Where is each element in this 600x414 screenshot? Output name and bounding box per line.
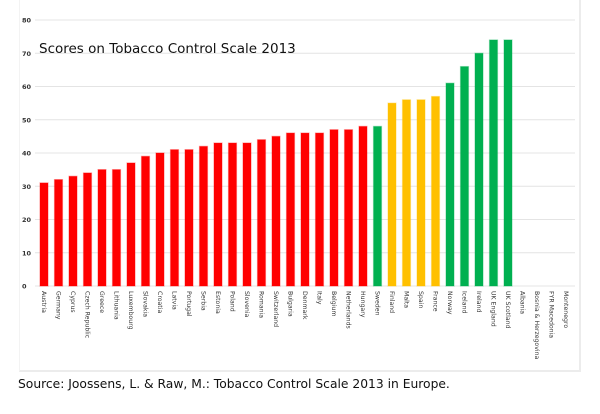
bar-portugal [184,149,194,287]
bar-netherlands [343,129,354,287]
bar-norway [445,82,455,287]
y-tick-label: 80 [22,17,32,25]
bar-uk-scotland [503,39,513,287]
bar-estonia [213,142,223,287]
bar-malta [401,99,412,287]
bar-ireland [474,52,484,287]
y-tick-label: 60 [22,83,32,91]
bar-croatia [155,152,165,287]
x-tick-label: Finland [388,291,395,313]
x-tick-label: Bulgaria [287,291,294,317]
x-tick-label: Austria [40,291,47,313]
x-tick-label: Albania [519,291,526,314]
x-tick-label: Spain [417,291,424,308]
bar-greece [97,169,107,287]
x-tick-label: Estonia [214,291,221,314]
bar-denmark [300,132,310,287]
bar-lithuania [111,169,122,287]
x-tick-label: Greece [98,291,105,313]
x-tick-label: Sweden [374,291,381,316]
bar-iceland [459,65,470,287]
bar-switzerland [271,135,281,287]
x-tick-label: Italy [316,291,323,305]
x-tick-label: Cyprus [69,291,76,313]
x-tick-label: Bosnia & Herzegovina [533,291,540,360]
y-tick-label: 10 [22,249,32,257]
bar-sweden [372,125,383,287]
x-tick-label: France [432,291,439,312]
x-axis-ticks: Austria Germany Cyprus Czech Republic Greece… [40,291,569,360]
bar-serbia [198,145,209,287]
x-tick-label: Germany [55,291,62,320]
x-tick-label: Netherlands [345,291,352,329]
x-tick-label: Croatia [156,291,163,313]
bar-latvia [169,149,180,287]
x-tick-label: Lithuania [113,291,120,320]
x-tick-label: UK Scotland [504,291,511,329]
bar-austria [39,182,49,287]
bar-slovenia [242,142,252,287]
bar-chart: 0 10 20 30 40 50 60 70 80 Austria Germany Cyprus Cz… [22,17,575,360]
x-tick-label: Malta [403,291,410,308]
bar-hungary [358,125,368,287]
x-tick-label: Portugal [185,291,192,317]
x-tick-label: Iceland [461,291,468,313]
x-tick-label: Norway [446,291,453,315]
bar-spain [416,99,426,287]
bar-romania [256,139,267,287]
x-tick-label: Luxembourg [127,291,134,330]
x-tick-label: Czech Republic [84,291,91,339]
bars [39,39,513,287]
bar-finland [387,102,397,287]
x-tick-label: Slovenia [243,291,250,318]
x-tick-label: UK England [490,291,497,327]
bar-uk-england [488,39,499,287]
chart-panel: 0 10 20 30 40 50 60 70 80 Austria Germany Cyprus Cz… [19,0,581,372]
bar-czech-republic [82,172,93,287]
y-tick-label: 30 [22,183,32,191]
bar-belgium [329,129,339,287]
bar-bulgaria [285,132,296,287]
x-tick-label: FYR Macedonia [548,291,555,338]
x-tick-label: Switzerland [272,291,279,327]
bar-italy [314,132,325,287]
x-tick-label: Latvia [171,291,178,310]
x-tick-label: Serbia [200,291,207,311]
bar-germany [53,179,64,287]
x-tick-label: Slovakia [142,291,149,317]
y-tick-label: 20 [22,216,32,224]
y-tick-label: 40 [22,150,32,158]
x-tick-label: Belgium [330,291,337,316]
y-tick-label: 70 [22,50,32,58]
source-caption: Source: Joossens, L. & Raw, M.: Tobacco … [18,377,450,391]
bar-cyprus [68,175,78,287]
bar-luxembourg [126,162,136,287]
chart-title: Scores on Tobacco Control Scale 2013 [39,41,296,57]
x-tick-label: Ireland [475,291,482,312]
bar-poland [227,142,238,287]
x-tick-label: Poland [229,291,236,312]
x-tick-label: Romania [258,291,265,318]
x-tick-label: Montenegro [562,291,569,328]
y-tick-label: 0 [22,283,27,291]
y-axis-ticks: 0 10 20 30 40 50 60 70 80 [22,17,32,291]
bar-slovakia [140,155,151,287]
y-tick-label: 50 [22,116,32,124]
x-tick-label: Hungary [359,291,366,318]
bar-france [430,95,441,287]
x-tick-label: Denmark [301,291,308,320]
